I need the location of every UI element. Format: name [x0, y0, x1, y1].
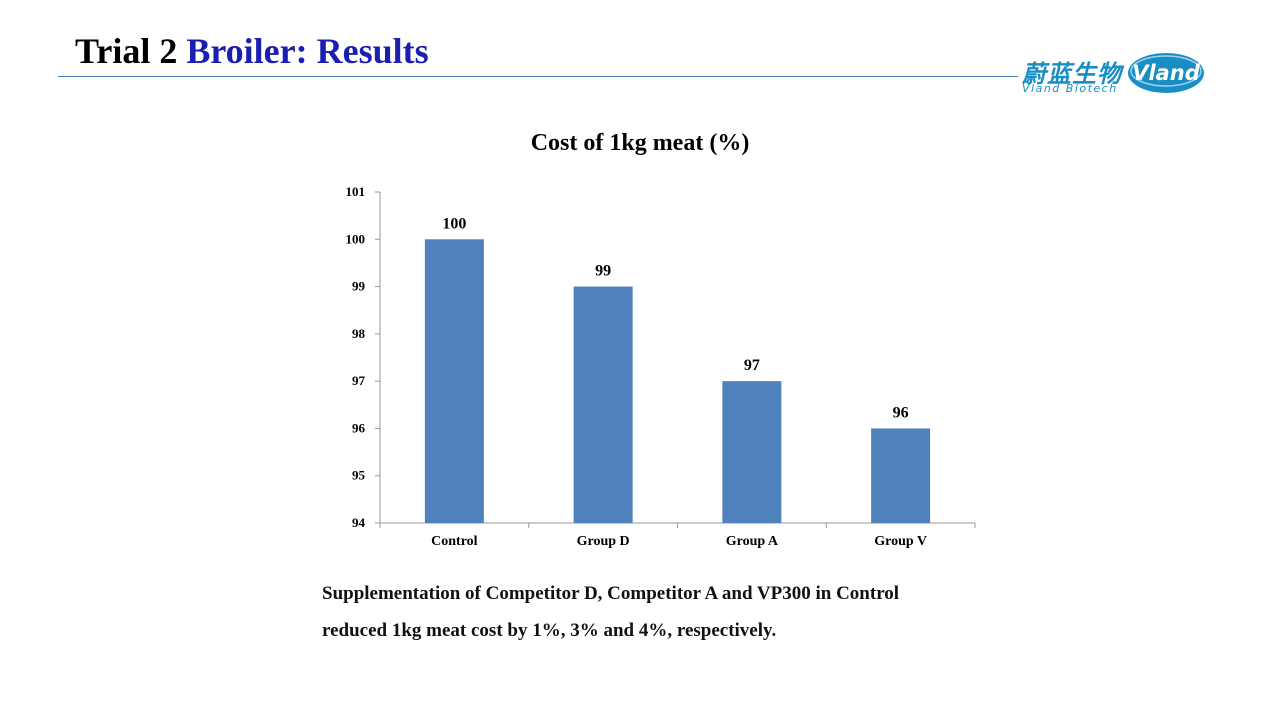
y-tick-label: 101: [346, 184, 366, 199]
y-tick-label: 100: [346, 231, 366, 246]
logo-badge-icon: Vland: [1128, 53, 1204, 93]
data-label: 97: [744, 357, 760, 374]
chart-bars: [424, 239, 931, 524]
logo-badge-text: Vland: [1132, 61, 1201, 85]
company-logo: 蔚蓝生物 Vland Biotech Vland: [1020, 50, 1205, 100]
y-tick-label: 94: [352, 515, 366, 530]
logo-english-text: Vland Biotech: [1022, 82, 1118, 95]
results-caption: Supplementation of Competitor D, Competi…: [322, 575, 1042, 649]
data-label: 99: [595, 263, 611, 280]
logo-chinese-text: 蔚蓝生物: [1022, 60, 1122, 88]
bar-group-v: [871, 428, 931, 523]
data-label: 96: [893, 404, 909, 421]
bar-control: [424, 239, 484, 524]
category-label: Group D: [577, 534, 630, 549]
bar-group-a: [722, 381, 782, 523]
slide-title-accent: Broiler: Results: [186, 31, 429, 71]
y-tick-label: 96: [352, 420, 366, 435]
chart-title: Cost of 1kg meat (%): [531, 130, 750, 156]
category-label: Group V: [874, 534, 927, 549]
chart-data-labels: 100 99 97 96: [442, 215, 908, 421]
caption-line-1: Supplementation of Competitor D, Competi…: [322, 583, 900, 604]
y-tick-label: 98: [352, 326, 366, 341]
category-label: Control: [431, 534, 478, 549]
y-tick-label: 95: [352, 468, 366, 483]
y-tick-label: 99: [352, 279, 366, 294]
caption-line-2: reduced 1kg meat cost by 1%, 3% and 4%, …: [322, 620, 777, 641]
header-divider: [58, 76, 1018, 77]
slide-title: Trial 2 Broiler: Results: [75, 30, 429, 73]
slide-title-prefix: Trial 2: [75, 31, 187, 71]
y-tick-label: 97: [352, 373, 366, 388]
data-label: 100: [442, 215, 466, 232]
bar-group-d: [573, 286, 633, 523]
category-label: Group A: [726, 534, 779, 549]
